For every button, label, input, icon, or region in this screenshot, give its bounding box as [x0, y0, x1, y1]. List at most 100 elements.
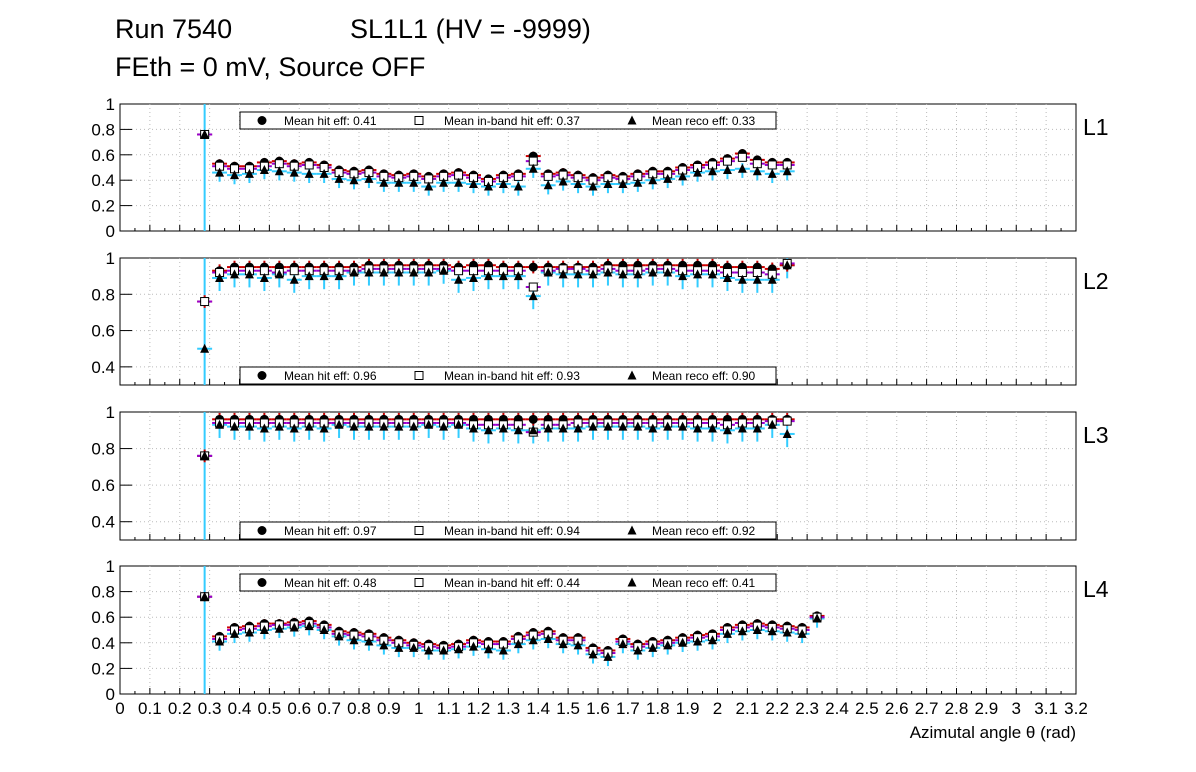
x-tick-label: 1.8: [646, 699, 670, 718]
reco-marker: [513, 181, 523, 191]
y-tick-label: 1: [106, 403, 115, 422]
reco-marker: [558, 269, 568, 279]
y-tick-label: 0: [106, 222, 115, 241]
reco-marker: [230, 628, 240, 638]
reco-marker: [782, 428, 792, 438]
legend-hit-marker: [257, 578, 267, 587]
reco-marker: [588, 649, 598, 659]
x-tick-label: 1.4: [526, 699, 550, 718]
reco-marker: [498, 179, 508, 189]
reco-marker: [304, 168, 314, 178]
x-tick-label: 3.1: [1034, 699, 1058, 718]
reco-marker: [603, 651, 613, 661]
reco-marker: [708, 166, 718, 176]
reco-marker: [782, 627, 792, 637]
reco-marker: [319, 423, 329, 433]
y-tick-label: 0.4: [91, 358, 115, 377]
reco-marker: [648, 642, 658, 652]
reco-marker: [513, 425, 523, 435]
reco-marker: [409, 267, 419, 277]
reco-marker: [513, 639, 523, 649]
reco-marker: [737, 163, 747, 173]
legend-inband-marker: [414, 578, 424, 587]
reco-marker: [334, 631, 344, 641]
reco-marker: [454, 419, 464, 429]
reco-marker: [349, 267, 359, 277]
reco-marker: [812, 613, 822, 623]
x-tick-label: 3.2: [1064, 699, 1088, 718]
reco-marker: [364, 173, 374, 183]
reco-marker: [558, 639, 568, 649]
reco-marker: [215, 636, 225, 646]
reco-marker: [274, 269, 284, 279]
reco-marker: [379, 421, 389, 431]
reco-marker: [752, 625, 762, 634]
reco-marker: [693, 269, 703, 279]
reco-marker: [633, 177, 643, 187]
x-tick-label: 1.3: [497, 699, 521, 718]
reco-marker: [543, 180, 553, 190]
reco-marker: [200, 343, 210, 353]
panel-label: L2: [1083, 268, 1109, 294]
reco-marker: [528, 291, 538, 301]
reco-marker: [678, 171, 688, 181]
reco-marker: [230, 170, 240, 180]
reco-marker: [259, 625, 269, 634]
reco-marker: [498, 645, 508, 655]
legend-hit-label: Mean hit eff: 0.48: [284, 576, 377, 590]
x-tick-label: 2.8: [945, 699, 969, 718]
legend: Mean hit eff: 0.41 Mean in-band hit eff: …: [239, 111, 777, 130]
inband-marker: [767, 160, 777, 170]
reco-marker: [543, 423, 553, 433]
reco-marker: [722, 425, 732, 435]
legend-inband-label: Mean in-band hit eff: 0.44: [444, 576, 580, 590]
panel-l1: 0 0.2 0.4 0.6 0.8 1 L1 Mean hit eff: 0.41 Mean i…: [91, 95, 1108, 241]
reco-marker: [200, 591, 210, 601]
reco-marker: [230, 421, 240, 431]
y-tick-label: 0.2: [91, 659, 115, 678]
run-title: Run 7540: [115, 14, 233, 44]
reco-marker: [752, 274, 762, 284]
reco-marker: [737, 274, 747, 284]
panel-l3: 0.4 0.6 0.8 1 L3 Mean hit eff: 0.97 Mean in-ba…: [91, 403, 1109, 541]
x-tick-label: 1.9: [676, 699, 700, 718]
x-tick-label: 3: [1012, 699, 1021, 718]
x-tick-label: 2.1: [736, 699, 760, 718]
reco-marker: [244, 168, 254, 178]
panel-label: L4: [1083, 576, 1109, 602]
reco-marker: [334, 419, 344, 429]
reco-marker: [439, 645, 449, 655]
reco-marker: [409, 421, 419, 431]
reco-marker: [797, 628, 807, 638]
reco-marker: [588, 181, 598, 191]
legend-reco-label: Mean reco eff: 0.41: [652, 576, 756, 590]
reco-marker: [289, 423, 299, 433]
y-tick-label: 0.8: [91, 440, 115, 459]
panel-l4: 0 0.2 0.4 0.6 0.8 1 L4 Mean hit eff: 0.48 Mean i…: [91, 557, 1108, 704]
reco-marker: [708, 423, 718, 433]
reco-marker: [663, 640, 673, 650]
reco-marker: [409, 177, 419, 187]
reco-marker: [244, 269, 254, 279]
reco-marker: [200, 129, 210, 139]
reco-marker: [767, 626, 777, 636]
reco-marker: [230, 269, 240, 279]
x-tick-label: 2.4: [825, 699, 849, 718]
y-tick-label: 0.8: [91, 583, 115, 602]
inband-marker: [737, 152, 747, 162]
legend-hit-label: Mean hit eff: 0.41: [284, 114, 377, 128]
reco-marker: [722, 272, 732, 282]
reco-marker: [259, 423, 269, 433]
reco-marker: [349, 635, 359, 645]
legend-box: [239, 366, 777, 385]
reco-marker: [498, 423, 508, 433]
reco-marker: [573, 269, 583, 279]
reco-marker: [304, 271, 314, 281]
inband-marker: [304, 160, 314, 170]
reco-marker: [543, 267, 553, 277]
reco-marker: [394, 177, 404, 187]
reco-marker: [618, 179, 628, 189]
x-tick-label: 1.2: [467, 699, 491, 718]
reco-marker: [394, 642, 404, 652]
